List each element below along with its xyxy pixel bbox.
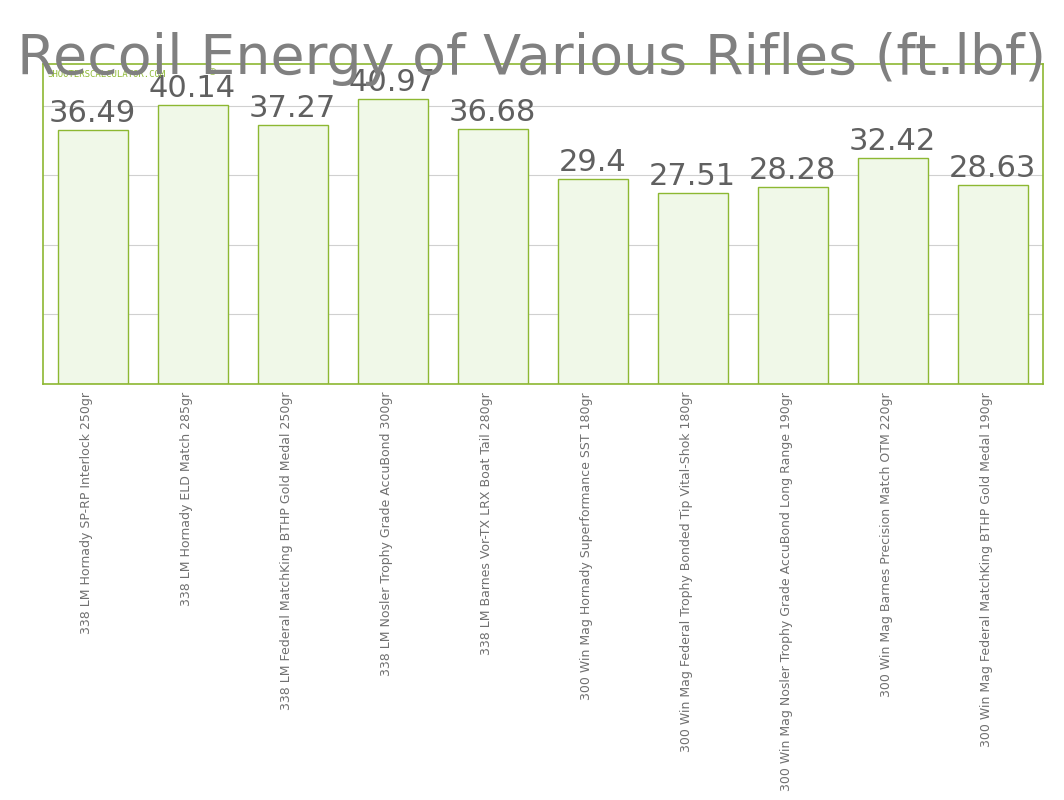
Text: 338 LM Hornady SP-RP Interlock 250gr: 338 LM Hornady SP-RP Interlock 250gr	[80, 392, 93, 634]
Bar	[958, 185, 1028, 384]
Bar	[57, 130, 128, 384]
Text: 338 LM Nosler Trophy Grade AccuBond 300gr: 338 LM Nosler Trophy Grade AccuBond 300g…	[380, 392, 393, 677]
Bar	[358, 99, 428, 384]
Text: 300 Win Mag Nosler Trophy Grade AccuBond Long Range 190gr: 300 Win Mag Nosler Trophy Grade AccuBond…	[780, 392, 793, 791]
Text: 29.4: 29.4	[559, 148, 627, 178]
Bar	[458, 129, 528, 384]
Bar	[658, 193, 728, 384]
Text: 36.68: 36.68	[449, 98, 536, 126]
Text: 300 Win Mag Barnes Precision Match OTM 220gr: 300 Win Mag Barnes Precision Match OTM 2…	[880, 392, 893, 697]
Text: 338 LM Barnes Vor-TX LRX Boat Tail 280gr: 338 LM Barnes Vor-TX LRX Boat Tail 280gr	[480, 392, 493, 654]
Bar	[257, 125, 328, 384]
Text: 338 LM Federal MatchKing BTHP Gold Medal 250gr: 338 LM Federal MatchKing BTHP Gold Medal…	[280, 392, 293, 710]
Bar	[157, 105, 228, 384]
Text: 27.51: 27.51	[649, 162, 736, 190]
Text: 40.14: 40.14	[149, 74, 236, 102]
Text: 36.49: 36.49	[49, 99, 136, 128]
Text: 28.28: 28.28	[749, 156, 836, 185]
Text: 37.27: 37.27	[249, 94, 336, 122]
Text: 40.97: 40.97	[349, 68, 436, 97]
Bar	[858, 158, 928, 384]
Text: Recoil Energy of Various Rifles (ft.lbf): Recoil Energy of Various Rifles (ft.lbf)	[17, 32, 1047, 86]
Text: 338 LM Hornady ELD Match 285gr: 338 LM Hornady ELD Match 285gr	[180, 392, 193, 606]
Bar	[758, 187, 828, 384]
Text: 300 Win Mag Federal MatchKing BTHP Gold Medal 190gr: 300 Win Mag Federal MatchKing BTHP Gold …	[980, 392, 993, 746]
Text: 300 Win Mag Hornady Superformance SST 180gr: 300 Win Mag Hornady Superformance SST 18…	[580, 392, 593, 700]
Text: 300 Win Mag Federal Trophy Bonded Tip Vital-Shok 180gr: 300 Win Mag Federal Trophy Bonded Tip Vi…	[680, 392, 693, 753]
Text: 28.63: 28.63	[949, 154, 1036, 182]
Text: SHOOTERSCALCULATOR.COM: SHOOTERSCALCULATOR.COM	[48, 70, 166, 79]
Bar	[558, 179, 628, 384]
Text: 32.42: 32.42	[849, 127, 936, 156]
Text: ⊕: ⊕	[207, 67, 217, 78]
